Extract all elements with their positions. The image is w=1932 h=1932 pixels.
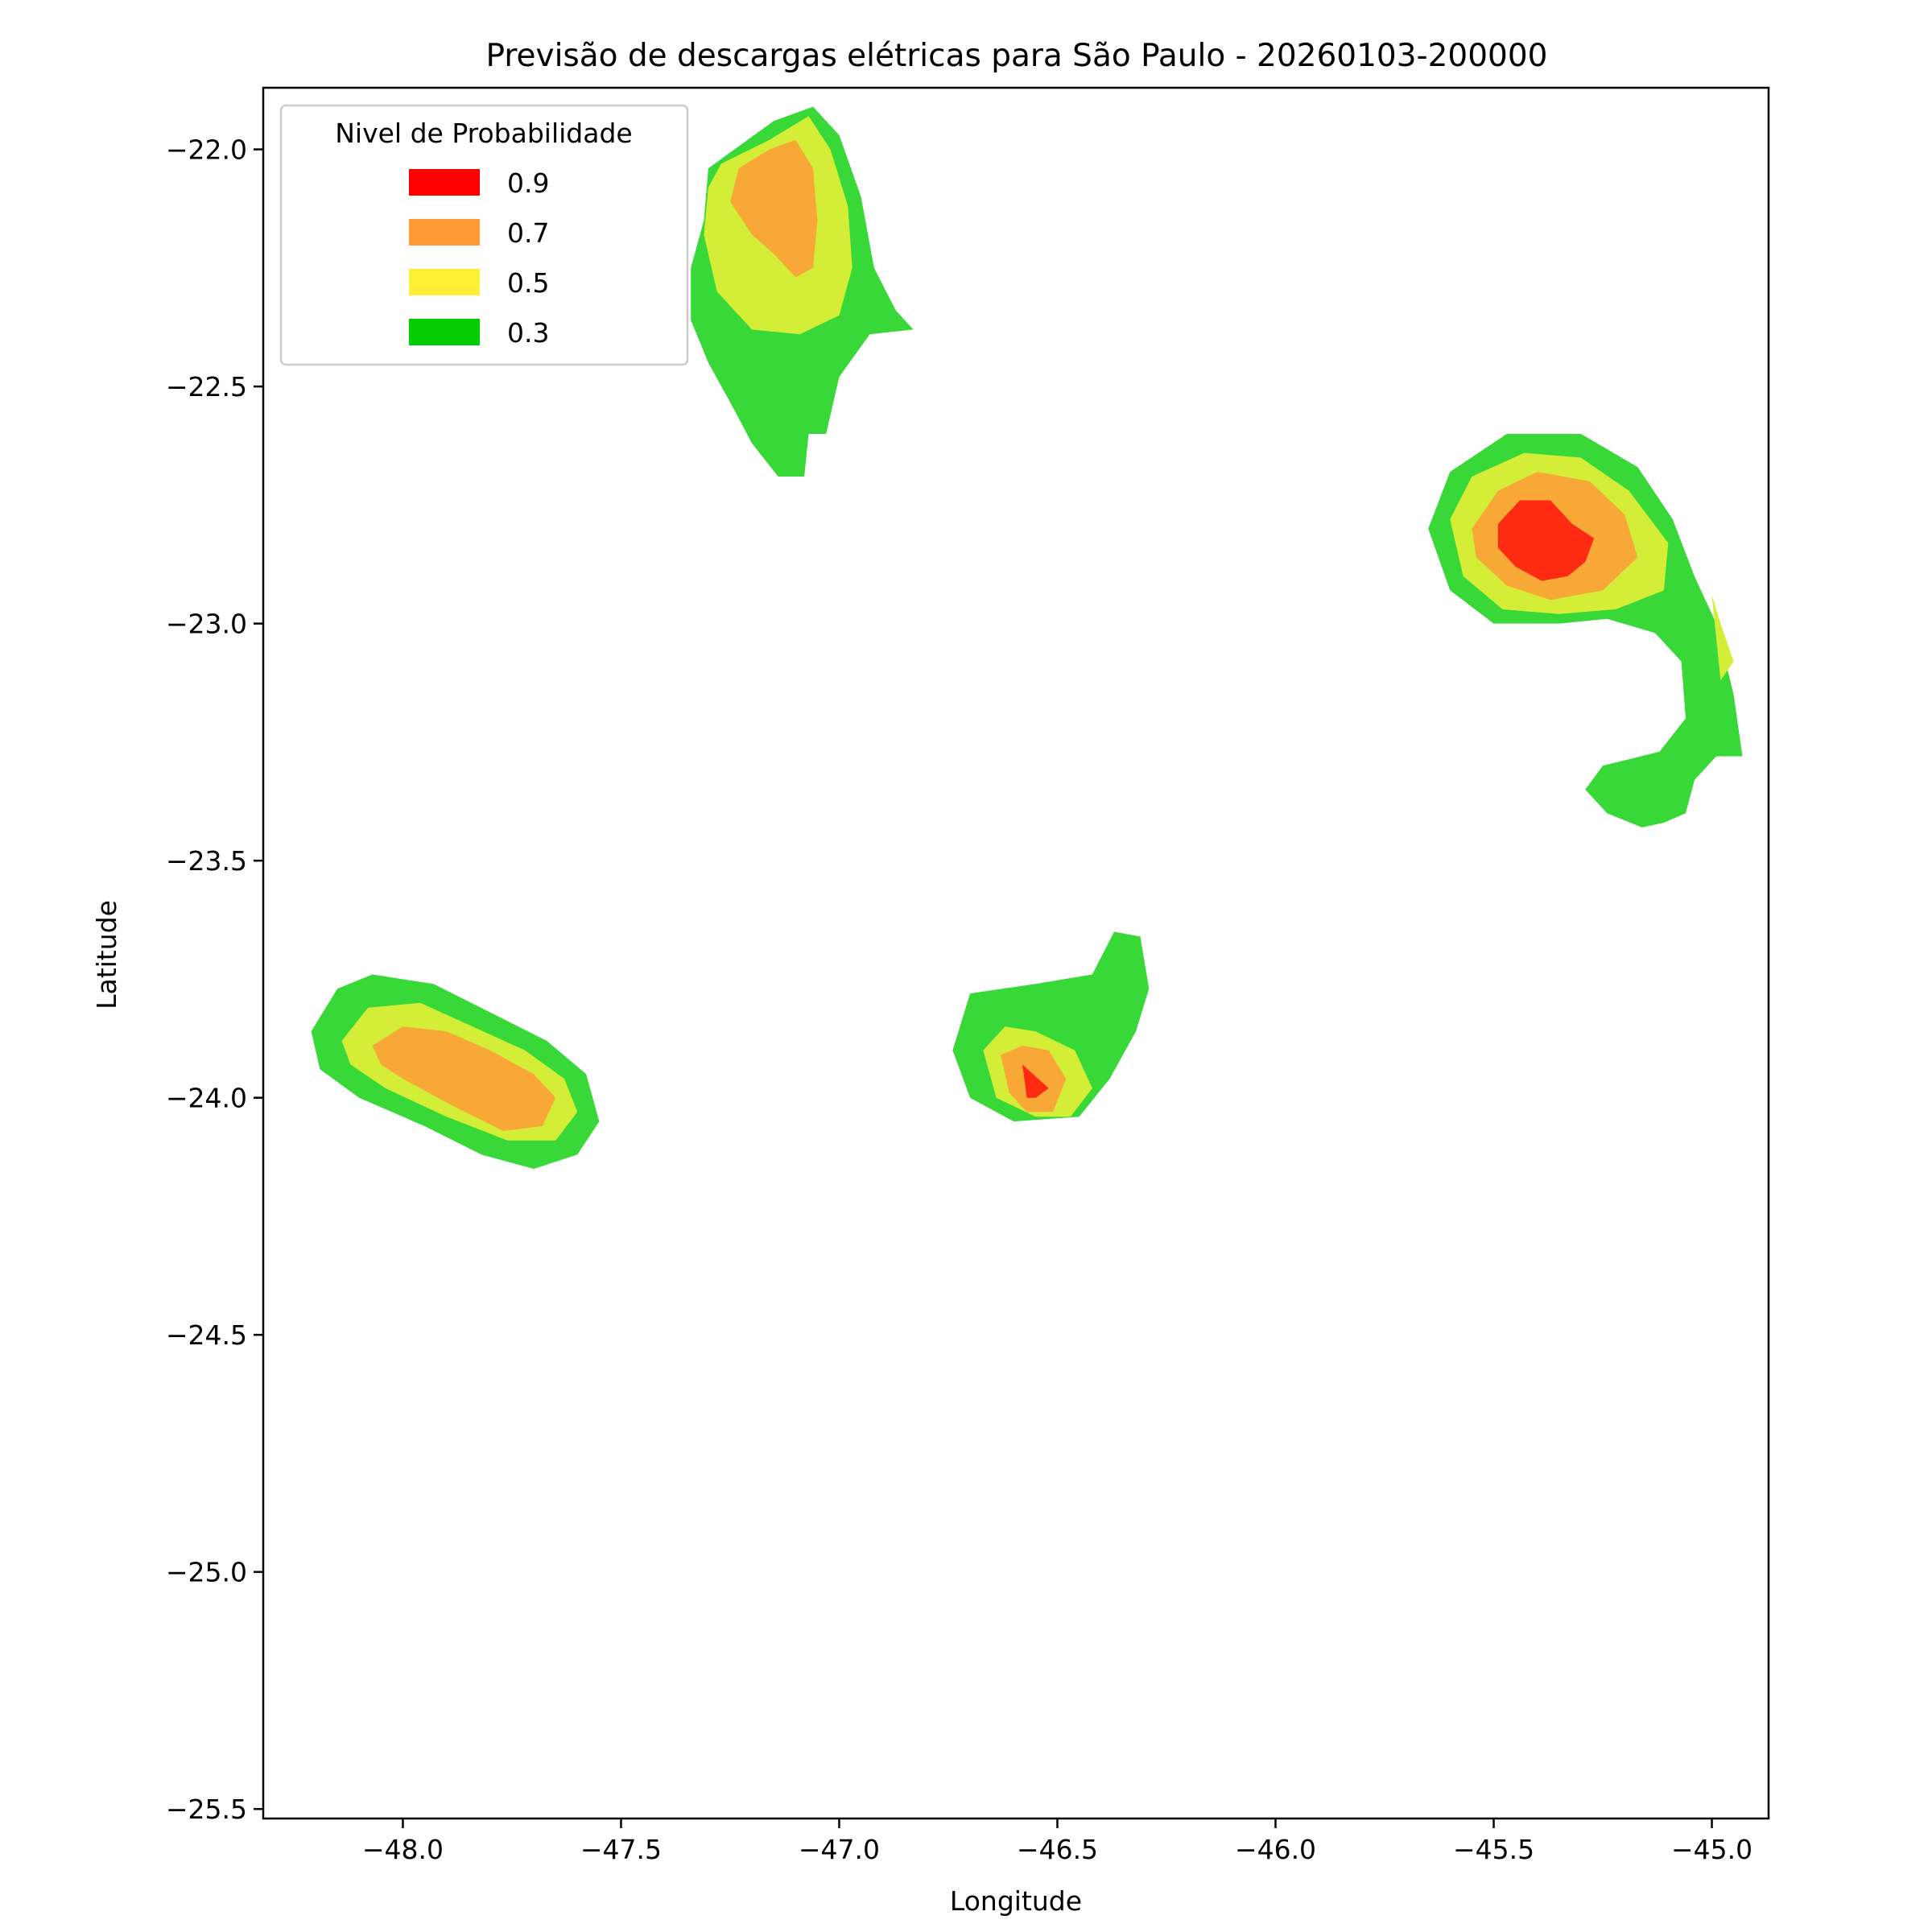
legend-label-03: 0.3 bbox=[507, 317, 549, 349]
x-axis: −48.0 −47.5 −47.0 −46.5 −46.0 −45.5 −45.0 bbox=[362, 1818, 1752, 1865]
legend-entries: 0.9 0.7 0.5 0.3 bbox=[409, 167, 549, 349]
y-tick-label: −22.5 bbox=[166, 371, 247, 402]
x-tick-label: −47.5 bbox=[580, 1834, 662, 1865]
legend-label-05: 0.5 bbox=[507, 267, 549, 299]
legend-title: Nivel de Probabilidade bbox=[335, 118, 632, 149]
legend-swatch-03 bbox=[409, 319, 480, 345]
y-axis-label: Latitude bbox=[91, 900, 122, 1009]
x-axis-label: Longitude bbox=[950, 1885, 1082, 1917]
legend-label-09: 0.9 bbox=[507, 167, 549, 199]
x-tick-label: −45.5 bbox=[1453, 1834, 1534, 1865]
contour-layer bbox=[311, 106, 1743, 1169]
y-tick-label: −23.5 bbox=[166, 845, 247, 877]
y-tick-label: −22.0 bbox=[166, 134, 247, 166]
x-tick-label: −47.0 bbox=[799, 1834, 880, 1865]
legend-label-07: 0.7 bbox=[507, 217, 549, 249]
region-east-cluster bbox=[1428, 434, 1743, 828]
y-tick-label: −23.0 bbox=[166, 609, 247, 640]
contour-southwest-cluster-07-2 bbox=[372, 1026, 556, 1131]
y-axis: −22.0 −22.5 −23.0 −23.5 −24.0 −24.5 −25.0 −25.5 bbox=[166, 134, 263, 1825]
y-tick-label: −25.5 bbox=[166, 1794, 247, 1825]
legend-swatch-09 bbox=[409, 169, 480, 196]
contour-east-cluster-09-4 bbox=[1497, 500, 1595, 581]
y-tick-label: −24.0 bbox=[166, 1083, 247, 1114]
legend-swatch-05 bbox=[409, 269, 480, 295]
y-tick-label: −24.5 bbox=[166, 1319, 247, 1351]
x-tick-label: −46.5 bbox=[1017, 1834, 1098, 1865]
plot-frame bbox=[262, 86, 1770, 1820]
contour-north-cluster-07-2 bbox=[730, 139, 818, 278]
region-south-cluster bbox=[952, 931, 1150, 1122]
legend-box bbox=[279, 104, 689, 366]
x-tick-label: −46.0 bbox=[1235, 1834, 1316, 1865]
region-southwest-cluster bbox=[311, 974, 600, 1169]
x-tick-label: −45.0 bbox=[1671, 1834, 1752, 1865]
contour-east-cluster-05-2 bbox=[1711, 595, 1734, 681]
legend-swatch-07 bbox=[409, 219, 480, 246]
y-tick-label: −25.0 bbox=[166, 1557, 247, 1588]
region-north-cluster bbox=[691, 106, 914, 477]
legend: Nivel de Probabilidade 0.9 0.7 0.5 0.3 bbox=[279, 104, 689, 366]
contour-south-cluster-09-3 bbox=[1022, 1064, 1049, 1098]
x-tick-label: −48.0 bbox=[362, 1834, 444, 1865]
chart-title: Previsão de descargas elétricas para São… bbox=[485, 38, 1547, 74]
